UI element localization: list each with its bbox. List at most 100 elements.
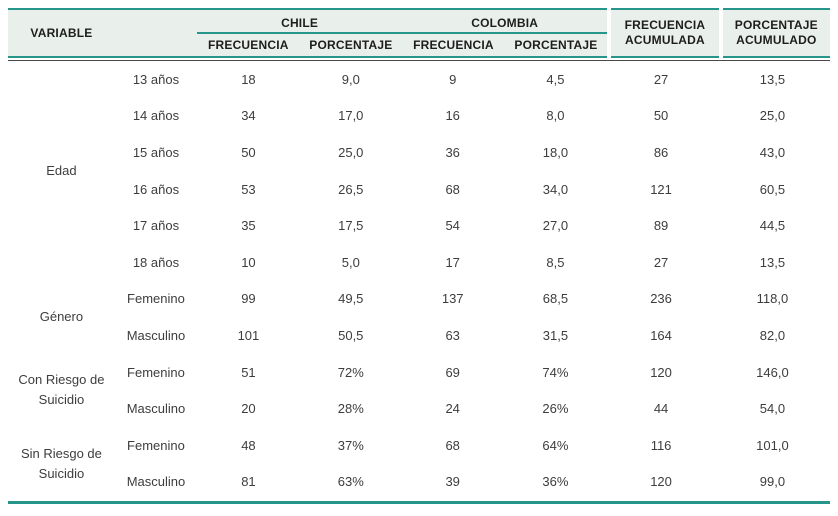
cell-chile-porcentaje: 50,5 [338,327,364,343]
cell-porcentaje-acumulado: 118,0 [756,291,789,307]
cell-subcategory: Femenino [127,364,185,380]
header-chile-frecuencia: FRECUENCIA [197,34,300,56]
cell-chile-frecuencia: 48 [241,437,256,453]
cell-frecuencia-acumulada: 44 [653,401,669,417]
cell-colombia-frecuencia: 54 [445,218,460,234]
cell-porcentaje-acumulado: 82,0 [759,327,786,343]
cell-colombia-frecuencia: 39 [445,474,460,490]
header-colombia-porcentaje-label: PORCENTAJE [514,38,598,52]
table-row: 16 años 53 26,5 68 34,0 121 60,5 [115,171,830,208]
cell-colombia-porcentaje: 64% [542,437,569,453]
cell-colombia-frecuencia: 68 [445,181,460,197]
row-group-rows: Femenino 51 72% 69 74% 120 146,0 Masculino 20 28%… [115,354,830,427]
row-group: Con Riesgo de Suicidio Femenino 51 72% 69 74%… [8,354,830,427]
row-group-label: Género [39,309,84,325]
cell-subcategory: Femenino [127,437,185,453]
table-header: VARIABLE CHILE COLOMBIA FRECUENCIA [8,8,831,58]
cell-frecuencia-acumulada: 236 [650,291,672,307]
cell-subcategory: 13 años [132,71,180,87]
header-group-chile: CHILE [197,10,402,32]
table-row: 14 años 34 17,0 16 8,0 50 25,0 [115,98,830,135]
cell-porcentaje-acumulado: 99,0 [759,474,786,490]
cell-colombia-frecuencia: 24 [445,401,460,417]
cell-colombia-frecuencia: 17 [445,254,460,270]
table-row: 18 años 10 5,0 17 8,5 27 13,5 [115,244,830,281]
table-row: Masculino 81 63% 39 36% 120 99,0 [115,464,830,501]
header-variable-label: VARIABLE [30,26,93,40]
cell-subcategory: 16 años [132,181,180,197]
header-colombia-porcentaje: PORCENTAJE [505,34,608,56]
cell-chile-frecuencia: 81 [241,474,256,490]
row-group: Sin Riesgo de Suicidio Femenino 48 37% 68 64%… [8,427,830,500]
header-divider-rule [8,60,830,61]
header-porcentaje-acumulado: PORCENTAJE ACUMULADO [722,8,831,58]
row-group-label: Sin Riesgo de Suicidio [20,445,102,481]
header-group-colombia: COLOMBIA [402,10,607,32]
header-subcategory-spacer [115,10,197,56]
cell-porcentaje-acumulado: 54,0 [759,401,786,417]
cell-chile-porcentaje: 25,0 [338,144,364,160]
cell-chile-porcentaje: 28% [337,401,364,417]
cell-subcategory: 15 años [132,144,180,160]
cell-colombia-frecuencia: 36 [445,144,460,160]
header-gap [718,8,723,58]
cell-chile-frecuencia: 35 [241,218,256,234]
header-group-colombia-label: COLOMBIA [471,16,539,30]
cell-chile-frecuencia: 101 [237,327,260,343]
cell-subcategory: 18 años [132,254,180,270]
row-group-label: Edad [46,162,77,178]
cell-porcentaje-acumulado: 44,5 [759,218,786,234]
cell-chile-porcentaje: 9,0 [341,71,360,87]
cell-colombia-porcentaje: 68,5 [542,291,569,307]
header-chile-porcentaje: PORCENTAJE [300,34,403,56]
header-block-main: VARIABLE CHILE COLOMBIA FRECUENCIA [8,8,608,58]
table-row: 15 años 50 25,0 36 18,0 86 43,0 [115,134,830,171]
cell-colombia-porcentaje: 26% [542,401,569,417]
table-row: Masculino 101 50,5 63 31,5 164 82,0 [115,317,830,354]
header-frecuencia-acumulada-line1: FRECUENCIA [624,18,706,32]
cell-frecuencia-acumulada: 120 [650,364,672,380]
cell-frecuencia-acumulada: 27 [653,71,669,87]
cell-porcentaje-acumulado: 13,5 [759,71,786,87]
cell-chile-frecuencia: 51 [241,364,256,380]
cell-colombia-porcentaje: 36% [542,474,569,490]
header-chile-frecuencia-label: FRECUENCIA [207,38,289,52]
table-bottom-rule [8,501,830,505]
table-body: Edad 13 años 18 9,0 9 4,5 27 13,5 14 años 34 17,0 1… [8,61,830,500]
cell-colombia-porcentaje: 8,5 [546,254,565,270]
cell-porcentaje-acumulado: 25,0 [759,108,786,124]
cell-colombia-porcentaje: 74% [542,364,569,380]
cell-chile-porcentaje: 49,5 [338,291,364,307]
cell-colombia-frecuencia: 137 [441,291,464,307]
cell-colombia-frecuencia: 63 [445,327,460,343]
cell-colombia-porcentaje: 34,0 [542,181,569,197]
table-row: 13 años 18 9,0 9 4,5 27 13,5 [115,61,830,98]
cell-subcategory: Femenino [127,291,185,307]
cell-chile-porcentaje: 17,0 [338,108,364,124]
cell-chile-frecuencia: 20 [241,401,256,417]
cell-colombia-frecuencia: 68 [445,437,460,453]
cell-colombia-porcentaje: 31,5 [542,327,569,343]
row-group-label: Con Riesgo de Suicidio [18,372,105,408]
cell-chile-frecuencia: 53 [241,181,256,197]
data-table: VARIABLE CHILE COLOMBIA FRECUENCIA [8,8,831,505]
cell-subcategory: 17 años [132,218,180,234]
header-frecuencia-acumulada: FRECUENCIA ACUMULADA [611,8,719,58]
cell-colombia-porcentaje: 18,0 [542,144,569,160]
table-row: Femenino 51 72% 69 74% 120 146,0 [115,354,830,391]
row-group: Género Femenino 99 49,5 137 68,5 236 118,0 Mascu… [8,281,830,354]
cell-colombia-frecuencia: 9 [449,71,457,87]
cell-chile-porcentaje: 72% [337,364,364,380]
cell-colombia-frecuencia: 16 [445,108,460,124]
cell-colombia-porcentaje: 8,0 [546,108,565,124]
cell-chile-frecuencia: 50 [241,144,256,160]
header-subcolumn-row: FRECUENCIA PORCENTAJE FRECUENCIA PORCENT… [197,34,607,56]
cell-subcategory: Masculino [126,474,186,490]
header-gap [607,8,612,58]
cell-chile-frecuencia: 18 [241,71,256,87]
cell-colombia-frecuencia: 69 [445,364,460,380]
cell-frecuencia-acumulada: 86 [653,144,669,160]
cell-subcategory: Masculino [126,327,186,343]
row-group: Edad 13 años 18 9,0 9 4,5 27 13,5 14 años 34 17,0 1… [8,61,830,281]
cell-chile-porcentaje: 5,0 [341,254,360,270]
